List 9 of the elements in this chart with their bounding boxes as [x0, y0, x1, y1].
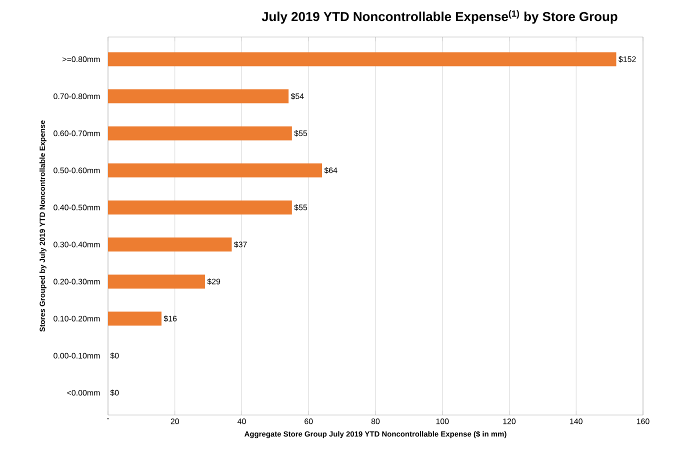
bar [108, 163, 322, 178]
bar [108, 312, 162, 326]
bar [108, 238, 232, 252]
bar [108, 52, 616, 66]
chart-title: July 2019 YTD Noncontrollable Expense$^{(1)}$ by Store Group [262, 10, 618, 24]
bar [108, 274, 205, 289]
bar [108, 89, 289, 104]
bar [108, 200, 292, 214]
bar [108, 126, 292, 140]
